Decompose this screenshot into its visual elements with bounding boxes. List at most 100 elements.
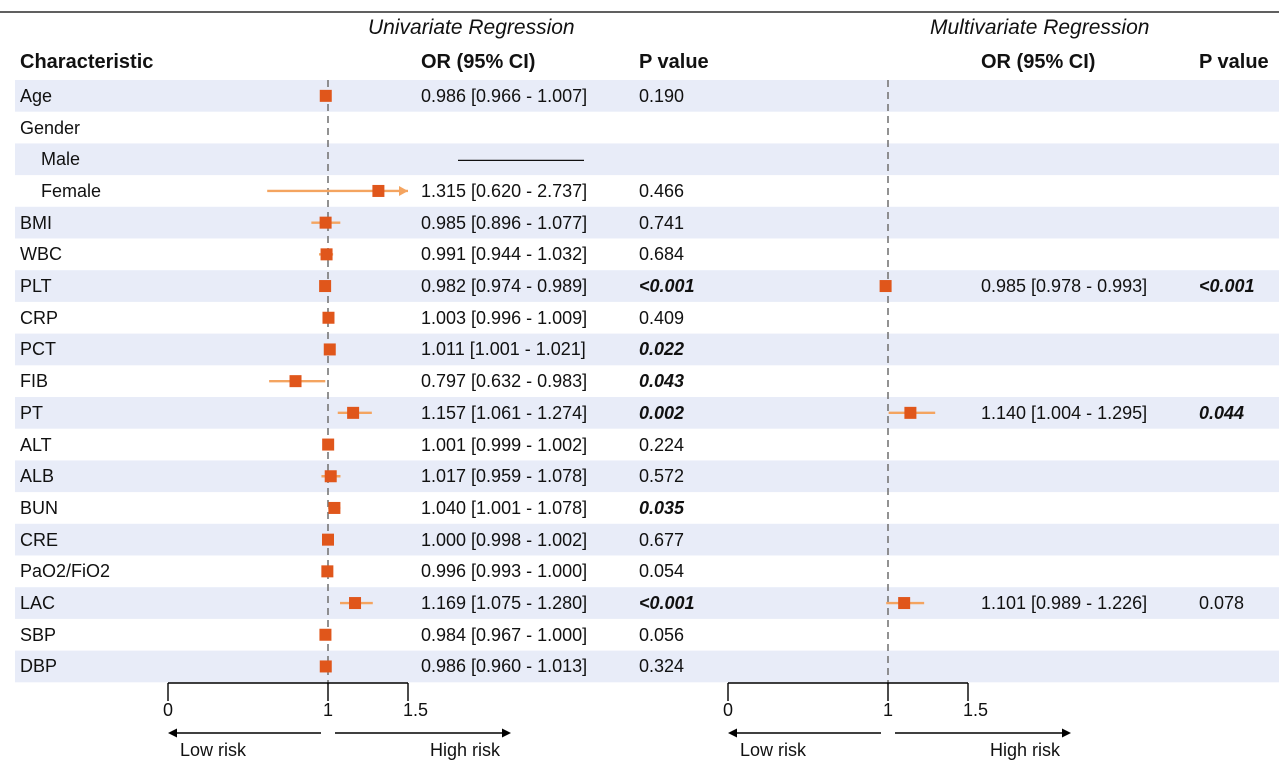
characteristic-label: CRE <box>20 529 59 550</box>
or-point <box>323 343 336 356</box>
x-tick-label: 1 <box>323 700 334 720</box>
or-point <box>319 628 332 641</box>
header-multivariate-p: P value <box>1199 51 1269 73</box>
univariate-or-ci: 1.001 [0.999 - 1.002] <box>421 434 588 455</box>
or-point <box>289 375 302 388</box>
or-point <box>319 216 332 229</box>
multivariate-p-value: 0.044 <box>1199 402 1245 423</box>
multivariate-title: Multivariate Regression <box>930 16 1150 39</box>
characteristic-label: ALB <box>20 466 55 487</box>
row-stripe <box>15 460 1279 493</box>
characteristic-label: PT <box>20 402 44 423</box>
x-tick-label: 0 <box>723 700 734 720</box>
univariate-p-value: 0.684 <box>639 244 685 265</box>
high-risk-label: High risk <box>430 740 501 760</box>
characteristic-label: ALT <box>20 434 52 455</box>
univariate-p-value: 0.022 <box>639 339 685 360</box>
multivariate-p-value: 0.078 <box>1199 593 1245 614</box>
univariate-p-value: 0.572 <box>639 466 685 487</box>
multivariate-or-ci: 1.101 [0.989 - 1.226] <box>981 593 1148 614</box>
characteristic-label: PCT <box>20 339 56 360</box>
or-point <box>322 533 334 546</box>
univariate-or-ci: 1.000 [0.998 - 1.002] <box>421 529 588 550</box>
low-risk-label: Low risk <box>180 740 247 760</box>
univariate-p-value: 0.054 <box>639 561 685 582</box>
univariate-p-value: 0.035 <box>639 497 685 518</box>
or-point <box>879 280 892 293</box>
characteristic-label: PLT <box>20 276 52 297</box>
univariate-or-ci: 1.315 [0.620 - 2.737] <box>421 180 588 201</box>
univariate-or-ci: 0.986 [0.960 - 1.013] <box>421 656 588 677</box>
low-risk-arrowhead <box>728 728 737 738</box>
univariate-p-value: 0.002 <box>639 402 685 423</box>
x-tick-label: 1.5 <box>963 700 989 720</box>
univariate-p-value: <0.001 <box>639 276 695 297</box>
characteristic-label: Gender <box>20 117 81 138</box>
univariate-p-value: 0.190 <box>639 85 685 106</box>
characteristic-label: Age <box>20 85 53 106</box>
header-characteristic: Characteristic <box>20 51 154 73</box>
row-stripe <box>15 143 1279 176</box>
univariate-p-value: 0.056 <box>639 624 685 645</box>
x-tick-label: 1.5 <box>403 700 429 720</box>
or-point <box>328 501 341 514</box>
or-point <box>347 406 360 419</box>
univariate-p-value: 0.466 <box>639 180 685 201</box>
row-stripe <box>15 206 1279 239</box>
univariate-or-ci: 0.991 [0.944 - 1.032] <box>421 244 588 265</box>
high-risk-arrowhead <box>1062 728 1071 738</box>
characteristic-label: FIB <box>20 371 49 392</box>
low-risk-label: Low risk <box>740 740 807 760</box>
univariate-or-ci: ——————— <box>458 149 584 170</box>
characteristic-label: PaO2/FiO2 <box>20 561 111 582</box>
characteristic-label: CRP <box>20 307 59 328</box>
row-stripe <box>15 333 1279 366</box>
or-point <box>319 280 332 293</box>
or-point <box>372 184 385 197</box>
characteristic-label: SBP <box>20 624 57 645</box>
characteristic-label: LAC <box>20 593 56 614</box>
univariate-title: Univariate Regression <box>368 16 575 39</box>
high-risk-label: High risk <box>990 740 1061 760</box>
or-point <box>349 597 362 610</box>
univariate-p-value: 0.409 <box>639 307 685 328</box>
univariate-or-ci: 0.996 [0.993 - 1.000] <box>421 561 588 582</box>
characteristic-label: Male <box>41 149 81 170</box>
row-stripe <box>15 650 1279 683</box>
univariate-or-ci: 1.040 [1.001 - 1.078] <box>421 497 588 518</box>
univariate-or-ci: 0.797 [0.632 - 0.983] <box>421 371 588 392</box>
or-point <box>319 660 332 673</box>
univariate-or-ci: 1.157 [1.061 - 1.274] <box>421 402 588 423</box>
x-tick-label: 1 <box>883 700 894 720</box>
header-univariate-p: P value <box>639 51 709 73</box>
univariate-or-ci: 1.017 [0.959 - 1.078] <box>421 466 588 487</box>
univariate-p-value: 0.324 <box>639 656 685 677</box>
row-stripe <box>15 80 1279 112</box>
row-stripe <box>15 587 1279 619</box>
characteristic-label: Female <box>41 180 102 201</box>
characteristic-label: WBC <box>20 244 62 265</box>
or-point <box>904 406 917 419</box>
univariate-p-value: <0.001 <box>639 593 695 614</box>
or-point <box>898 597 911 610</box>
univariate-or-ci: 1.003 [0.996 - 1.009] <box>421 307 588 328</box>
univariate-p-value: 0.741 <box>639 212 685 233</box>
multivariate-p-value: <0.001 <box>1199 276 1255 297</box>
univariate-or-ci: 0.985 [0.896 - 1.077] <box>421 212 588 233</box>
univariate-p-value: 0.677 <box>639 529 685 550</box>
univariate-or-ci: 1.169 [1.075 - 1.280] <box>421 593 588 614</box>
row-stripe <box>15 270 1279 302</box>
row-stripe <box>15 523 1279 556</box>
univariate-or-ci: 0.984 [0.967 - 1.000] <box>421 624 588 645</box>
high-risk-arrowhead <box>502 728 511 738</box>
x-tick-label: 0 <box>163 700 174 720</box>
characteristic-label: BMI <box>20 212 53 233</box>
characteristic-label: BUN <box>20 497 59 518</box>
multivariate-or-ci: 1.140 [1.004 - 1.295] <box>981 402 1148 423</box>
univariate-or-ci: 1.011 [1.001 - 1.021] <box>421 339 586 360</box>
or-point <box>320 248 333 261</box>
univariate-p-value: 0.224 <box>639 434 685 455</box>
or-point <box>322 311 335 324</box>
